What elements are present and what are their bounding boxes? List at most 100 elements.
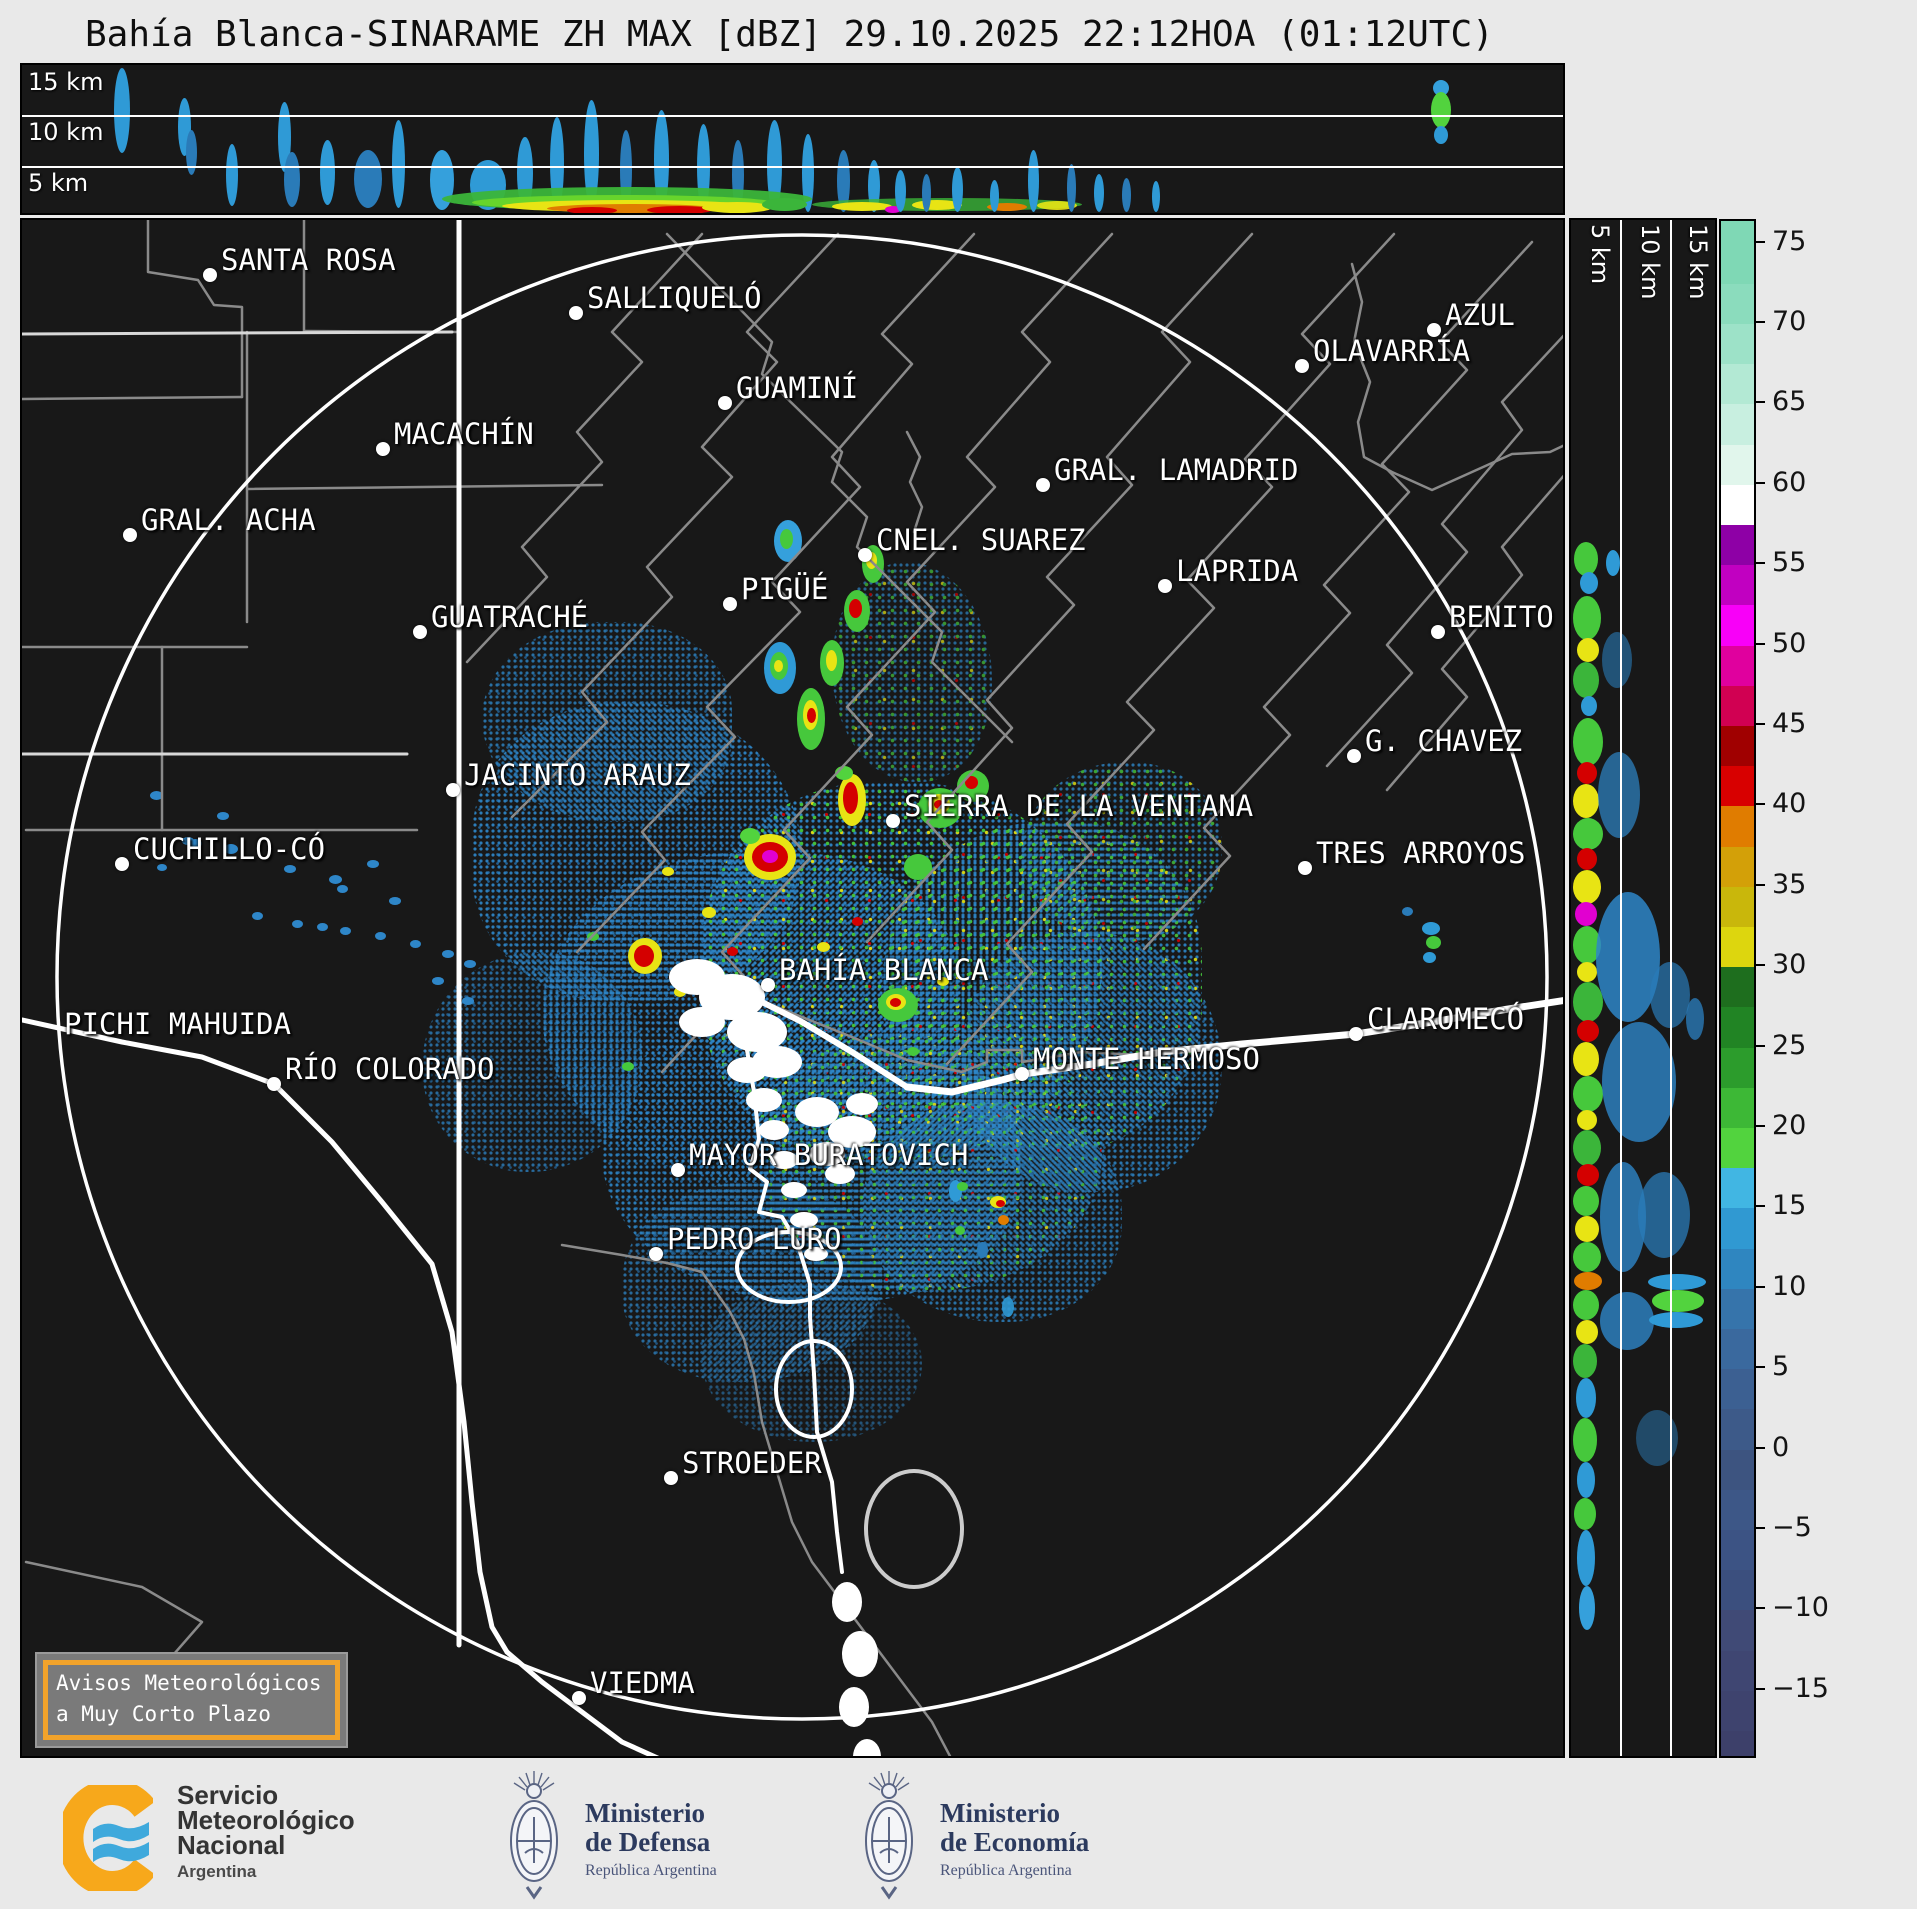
radar-echo-blob (702, 202, 772, 213)
radar-echo-blob (1600, 1292, 1654, 1350)
radar-echo-blob (849, 599, 862, 618)
radar-echo-blob (1094, 174, 1104, 212)
defensa-line3: República Argentina (585, 1862, 717, 1879)
city-label: RÍO COLORADO (285, 1052, 495, 1086)
radar-echo-blob (774, 660, 783, 672)
radar-echo-blob (337, 885, 348, 893)
radar-echo-blob (1649, 1312, 1703, 1328)
radar-echo-blob (727, 947, 738, 956)
radar-echo-blob (990, 180, 999, 212)
colorbar-band (1721, 243, 1754, 284)
city-dot (413, 625, 427, 639)
radar-echo-blob (802, 134, 814, 212)
radar-echo-blob (252, 912, 263, 920)
colorbar-band (1721, 1208, 1754, 1249)
radar-echo-blob (998, 1215, 1009, 1225)
radar-echo-blob (150, 791, 163, 800)
smn-line4: Argentina (177, 1862, 257, 1881)
radar-echo-blob (432, 977, 444, 985)
colorbar-tick (1756, 803, 1765, 806)
radar-echo-blob (957, 1182, 968, 1191)
radar-echo-blob (1577, 1462, 1595, 1498)
height-gridline (1620, 220, 1622, 1756)
colorbar-tick-label: 60 (1772, 466, 1807, 498)
radar-echo-blob (1573, 784, 1599, 818)
radar-echo-blob (1573, 870, 1601, 904)
colorbar-band (1721, 886, 1754, 927)
radar-echo-blob (1575, 902, 1597, 926)
city-dot (267, 1077, 281, 1091)
radar-map-panel: SANTA ROSA SALLIQUELÓ GUAMINÍ AZUL OLAVARRÍA… (20, 218, 1565, 1758)
radar-echo-blob (977, 1242, 988, 1258)
radar-echo-speckle-field (862, 1102, 1122, 1322)
city-label: PICHI MAHUIDA (64, 1007, 291, 1041)
colorbar-band (1721, 1288, 1754, 1329)
city-dot (446, 783, 460, 797)
city-dot (1298, 861, 1312, 875)
radar-echo-blob (340, 927, 351, 935)
radar-echo-blob (1067, 164, 1076, 212)
radar-echo-blob (1602, 1022, 1676, 1142)
city-dot (1349, 1027, 1363, 1041)
colorbar-tick (1756, 240, 1765, 243)
economia-line3: República Argentina (940, 1862, 1072, 1879)
radar-echo-blob (1574, 1498, 1596, 1530)
colorbar-band (1721, 524, 1754, 566)
radar-echo-blob (1574, 1272, 1602, 1290)
radar-echo-blob (567, 207, 617, 213)
radar-echo-blob (292, 920, 303, 928)
city-label: SANTA ROSA (221, 243, 396, 277)
colorbar-band (1721, 1369, 1754, 1410)
radar-echo-blob (1596, 892, 1660, 1022)
radar-echo-blob (1580, 572, 1598, 594)
radar-echo-blob (1431, 92, 1451, 128)
radar-echo-blob (182, 837, 194, 845)
colorbar-band (1721, 323, 1754, 365)
city-dot (1427, 323, 1441, 337)
map-linework (22, 220, 1563, 1756)
radar-echo-blob (284, 152, 300, 207)
radar-echo-blob (317, 923, 328, 931)
radar-echo-blob (547, 204, 717, 213)
defensa-line1: Ministerio (585, 1798, 705, 1828)
radar-echo-blob (226, 144, 238, 206)
vertical-cross-section-top-panel: 15 km 10 km 5 km (20, 63, 1565, 215)
colorbar-tick (1756, 562, 1765, 565)
city-label: OLAVARRÍA (1313, 334, 1471, 368)
radar-echo-blob (702, 907, 716, 918)
product-title: Bahía Blanca-SINARAME ZH MAX [dBZ] 29.10… (85, 14, 1494, 55)
radar-echo-blob (934, 800, 944, 809)
colorbar-tick (1756, 1527, 1765, 1530)
height-label: 15 km (28, 68, 104, 96)
city-dot (1158, 579, 1172, 593)
radar-echo-blob (186, 130, 197, 175)
city-label: GRAL. LAMADRID (1054, 453, 1299, 487)
radar-echo-blob (1576, 1320, 1598, 1344)
radar-echo-blob (1573, 718, 1603, 766)
colorbar-tick-label: 45 (1772, 707, 1807, 739)
radar-echo-blob (890, 998, 901, 1007)
colorbar-band (1721, 605, 1754, 646)
city-label: PIGÜÉ (741, 572, 829, 606)
smn-line3: Nacional (177, 1830, 286, 1860)
city-dot (1036, 478, 1050, 492)
city-dot (572, 1691, 586, 1705)
radar-echo-blob (634, 945, 654, 967)
city-label: CNEL. SUAREZ (876, 523, 1086, 557)
smn-logo (63, 1785, 153, 1891)
city-dot (1295, 359, 1309, 373)
defensa-line2: de Defensa (585, 1827, 711, 1857)
warning-line2: a Muy Corto Plazo (56, 1702, 271, 1726)
height-label: 10 km (1636, 224, 1664, 300)
radar-echo-blob (1686, 998, 1704, 1040)
city-dot (649, 1247, 663, 1261)
radar-echo-blob (550, 117, 564, 209)
radar-echo-blob (622, 1062, 634, 1071)
city-dot (671, 1163, 685, 1177)
radar-echo-blob (442, 950, 454, 958)
colorbar-tick (1756, 1044, 1765, 1047)
radar-echo-blob (767, 120, 782, 210)
colorbar-band (1721, 1248, 1754, 1289)
radar-echo-blob (217, 812, 229, 820)
city-label: MACACHÍN (394, 417, 534, 451)
